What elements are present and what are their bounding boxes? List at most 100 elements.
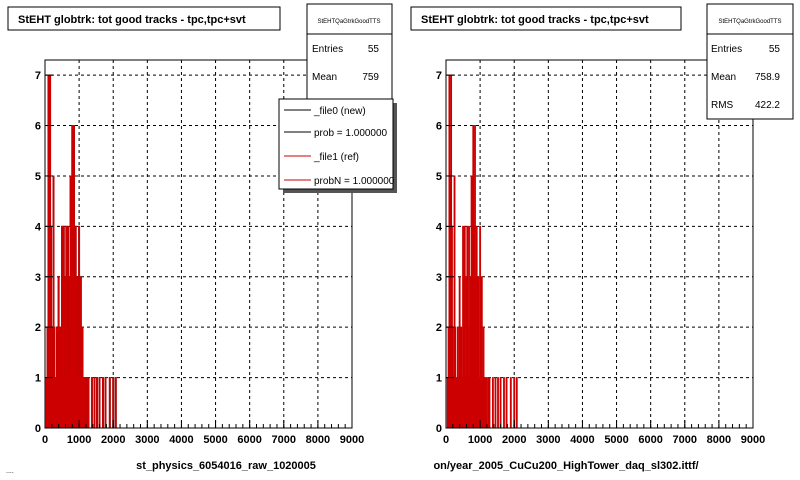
legend-label-prob: prob = 1.000000 bbox=[314, 128, 388, 139]
legend-frame bbox=[278, 98, 394, 190]
left-stats-entries-label: Entries bbox=[312, 44, 343, 55]
left-bin-b bbox=[52, 175, 55, 428]
left-y-tick-label: 7 bbox=[35, 70, 41, 82]
left-bin-b bbox=[93, 377, 96, 428]
right-stats-entries-label: Entries bbox=[711, 44, 742, 55]
left-bin-b bbox=[98, 377, 101, 428]
right-bin-a bbox=[453, 175, 456, 428]
right-y-tick-label: 6 bbox=[436, 121, 442, 133]
left-y-tick-label: 2 bbox=[35, 322, 41, 334]
right-x-caption: on/year_2005_CuCu200_HighTower_daq_sl302… bbox=[433, 460, 698, 472]
left-stats-mean-value: 759 bbox=[362, 72, 379, 83]
left-axis-ticks: 0 1000 2000 3000 4000 5000 6000 7000 8000 9000 0 1 2… bbox=[35, 70, 364, 446]
left-x-tick-label: 4000 bbox=[169, 434, 193, 446]
right-plot-frame bbox=[445, 59, 754, 429]
right-bin-a bbox=[515, 377, 518, 428]
right-stats-box: StEHTQaGtrkGoodTTS Entries 55 Mean 758.9… bbox=[706, 3, 794, 120]
left-bin-b bbox=[96, 377, 98, 428]
left-y-tick-label: 1 bbox=[35, 373, 41, 385]
right-x-tick-label: 5000 bbox=[604, 434, 628, 446]
right-y-tick-label: 4 bbox=[436, 221, 443, 233]
right-y-tick-label: 7 bbox=[436, 70, 442, 82]
left-x-tick-label: 6000 bbox=[237, 434, 261, 446]
right-bin-a bbox=[505, 377, 508, 428]
left-chart-title: StEHT globtrk: tot good tracks - tpc,tpc… bbox=[18, 14, 246, 26]
left-legend: _file0 (new) prob = 1.000000 _file1 (ref… bbox=[278, 98, 397, 193]
right-x-tick-label: 1000 bbox=[468, 434, 492, 446]
legend-label-file1: _file1 (ref) bbox=[313, 152, 359, 163]
left-bin-b bbox=[90, 377, 93, 428]
left-bin-b bbox=[114, 377, 117, 428]
right-stats-rms-label: RMS bbox=[711, 100, 734, 111]
left-y-tick-label: 6 bbox=[35, 121, 41, 133]
left-bin-b bbox=[108, 377, 111, 428]
right-bin-a bbox=[458, 276, 461, 428]
right-histogram-series bbox=[446, 74, 518, 428]
left-histogram-pad: 0 1000 2000 3000 4000 5000 6000 7000 8000 9000 0 1 2… bbox=[7, 3, 397, 472]
right-bin-a bbox=[470, 175, 473, 428]
right-bin-a bbox=[503, 377, 505, 428]
right-x-tick-label: 2000 bbox=[502, 434, 526, 446]
right-bin-a bbox=[486, 377, 488, 428]
left-y-tick-label: 5 bbox=[35, 171, 41, 183]
right-x-tick-label: 0 bbox=[443, 434, 449, 446]
right-bin-a bbox=[484, 377, 487, 428]
right-stats-mean-label: Mean bbox=[711, 72, 736, 83]
right-y-tick-label: 0 bbox=[436, 423, 442, 435]
right-bin-a bbox=[494, 377, 497, 428]
left-bin-b bbox=[87, 377, 90, 428]
left-bin-b bbox=[69, 175, 72, 428]
right-x-tick-label: 9000 bbox=[741, 434, 765, 446]
right-stats-mean-value: 758.9 bbox=[755, 72, 780, 83]
right-y-tick-label: 3 bbox=[436, 272, 442, 284]
left-bin-b bbox=[57, 276, 60, 428]
right-axis-ticks: 0 1000 2000 3000 4000 5000 6000 7000 8000 9000 0 1 2… bbox=[436, 70, 765, 446]
left-x-tick-label: 5000 bbox=[203, 434, 227, 446]
right-x-tick-label: 3000 bbox=[536, 434, 560, 446]
left-bin-b bbox=[83, 377, 86, 428]
left-plot-frame bbox=[44, 59, 353, 429]
left-stats-box: StEHTQaGtrkGoodTTS Entries 55 Mean 759 bbox=[306, 3, 393, 113]
left-x-tick-label: 2000 bbox=[101, 434, 125, 446]
right-histogram-pad: 0 1000 2000 3000 4000 5000 6000 7000 8000 9000 0 1 2… bbox=[410, 3, 794, 472]
left-bin-b bbox=[112, 377, 115, 428]
right-stats-entries-value: 55 bbox=[769, 44, 781, 55]
legend-label-probn: probN = 1.000000 bbox=[314, 176, 395, 187]
left-histogram-series bbox=[45, 74, 117, 428]
right-x-tick-label: 8000 bbox=[707, 434, 731, 446]
left-y-tick-label: 4 bbox=[35, 221, 42, 233]
left-x-tick-label: 9000 bbox=[340, 434, 364, 446]
canvas-footer-text: .... bbox=[6, 468, 14, 475]
left-bin-b bbox=[85, 377, 87, 428]
left-bin-b bbox=[67, 225, 69, 428]
left-y-tick-label: 0 bbox=[35, 423, 41, 435]
left-stats-mean-label: Mean bbox=[312, 72, 337, 83]
left-title-box bbox=[7, 6, 281, 31]
right-stats-name: StEHTQaGtrkGoodTTS bbox=[718, 19, 781, 25]
right-bin-a bbox=[491, 377, 494, 428]
left-bin-b bbox=[54, 377, 57, 428]
left-x-caption: st_physics_6054016_raw_1020005 bbox=[136, 460, 316, 472]
left-stats-entries-value: 55 bbox=[368, 44, 380, 55]
left-x-tick-label: 7000 bbox=[272, 434, 296, 446]
left-x-tick-label: 0 bbox=[42, 434, 48, 446]
left-x-tick-label: 8000 bbox=[306, 434, 330, 446]
left-x-tick-label: 1000 bbox=[67, 434, 91, 446]
right-bin-a bbox=[497, 377, 499, 428]
left-y-tick-label: 3 bbox=[35, 272, 41, 284]
right-bin-a bbox=[499, 377, 502, 428]
right-chart-title: StEHT globtrk: tot good tracks - tpc,tpc… bbox=[421, 14, 649, 26]
right-bin-a bbox=[488, 377, 491, 428]
right-y-tick-label: 5 bbox=[436, 171, 442, 183]
left-x-tick-label: 3000 bbox=[135, 434, 159, 446]
left-stats-name: StEHTQaGtrkGoodTTS bbox=[317, 19, 380, 25]
right-x-tick-label: 7000 bbox=[673, 434, 697, 446]
right-title-box bbox=[410, 6, 682, 31]
right-stats-frame bbox=[706, 3, 794, 120]
left-bin-b bbox=[76, 276, 79, 428]
right-bin-a bbox=[509, 377, 512, 428]
left-bin-b bbox=[79, 276, 82, 428]
right-bin-a bbox=[463, 225, 466, 428]
legend-label-file0: _file0 (new) bbox=[313, 106, 366, 117]
